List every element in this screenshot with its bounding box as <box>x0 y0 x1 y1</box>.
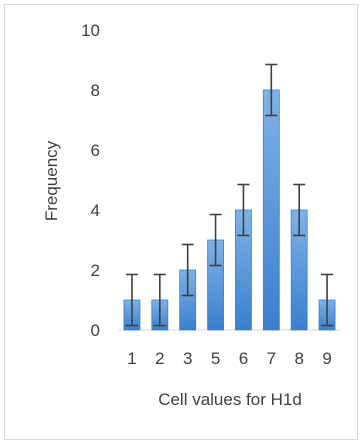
x-tick-label: 1 <box>127 349 136 368</box>
y-tick-label: 6 <box>91 141 100 160</box>
y-tick-label: 2 <box>91 261 100 280</box>
x-axis-title: Cell values for H1d <box>158 390 302 409</box>
error-bar <box>209 213 222 267</box>
y-tick-label: 4 <box>91 201 100 220</box>
y-axis-tick-labels: 0 2 4 6 8 10 <box>81 21 100 340</box>
x-tick-label: 9 <box>322 349 331 368</box>
y-tick-label: 0 <box>91 321 100 340</box>
error-bar <box>321 273 334 327</box>
error-bar <box>153 273 166 327</box>
y-axis-title: Frequency <box>42 140 61 221</box>
bars <box>123 89 336 331</box>
x-tick-label: 3 <box>183 349 192 368</box>
x-tick-label: 2 <box>155 349 164 368</box>
error-bar <box>265 63 278 117</box>
y-tick-label: 8 <box>91 81 100 100</box>
x-tick-label: 6 <box>239 349 248 368</box>
error-bars <box>125 63 334 327</box>
x-tick-label: 7 <box>267 349 276 368</box>
x-tick-label: 8 <box>294 349 303 368</box>
x-tick-label: 5 <box>211 349 220 368</box>
error-bar <box>181 243 194 297</box>
y-tick-label: 10 <box>81 21 100 40</box>
error-bar <box>237 183 250 237</box>
error-bar <box>293 183 306 237</box>
error-bar <box>125 273 138 327</box>
bar <box>262 89 280 331</box>
